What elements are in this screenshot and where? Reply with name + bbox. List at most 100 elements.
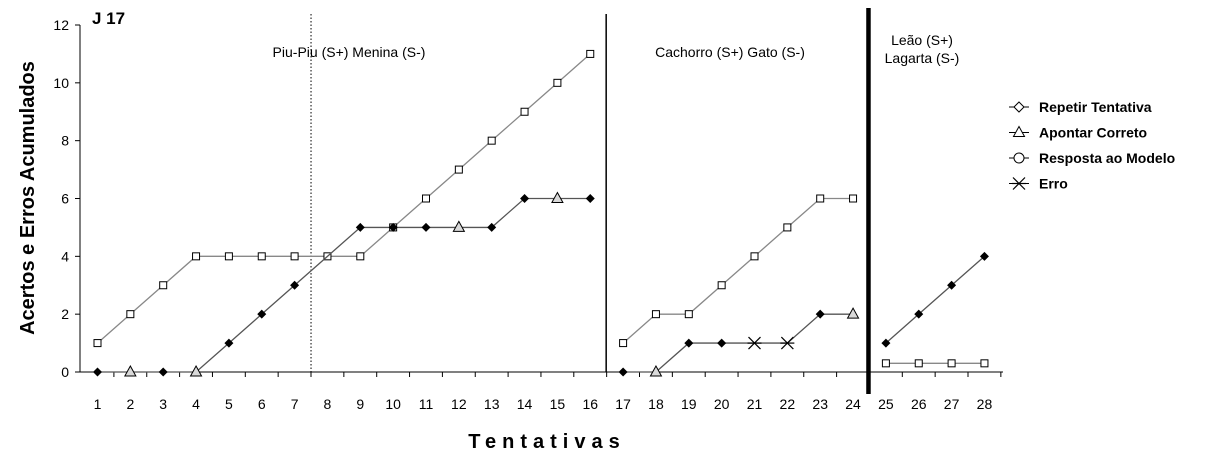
panel-label: J 17 [92,9,125,28]
x-tick-label: 25 [878,396,894,412]
square-marker [586,49,595,58]
x-tick-label: 8 [324,396,332,412]
square-marker [619,339,628,348]
square-marker [224,252,233,261]
series-1 [93,191,989,377]
y-tick-label: 0 [61,364,69,380]
square-marker [520,107,529,116]
y-ticks: 0 2 4 6 8 10 12 [53,17,80,380]
square-marker [356,252,365,261]
square-marker [881,359,890,368]
diamond-marker [93,367,102,377]
diamond-marker [487,222,497,232]
star-marker [780,336,795,350]
diamond-marker [947,280,957,290]
square-marker [947,359,956,368]
diamond-marker [355,222,365,232]
diamond-marker [388,222,398,232]
x-tick-label: 22 [780,396,796,412]
x-tick-label: 23 [812,396,828,412]
square-marker [914,359,923,368]
diamond-marker [717,338,727,348]
legend-item: Repetir Tentativa [1009,99,1152,115]
x-tick-label: 19 [681,396,697,412]
diamond-marker [618,367,628,377]
x-tick-label: 20 [714,396,730,412]
star-marker [1012,177,1026,190]
x-tick-label: 16 [582,396,598,412]
data-series [93,49,989,377]
legend-triangle-icon [1012,125,1026,137]
y-tick-label: 8 [61,133,69,149]
phase-label: Leão (S+) [891,32,953,48]
square-marker [717,281,726,290]
square-marker [454,165,463,174]
triangle-marker [649,364,663,377]
series-line [97,197,591,373]
series-line [622,197,854,344]
square-marker [487,136,496,145]
series-line [885,255,985,344]
square-marker [159,281,168,290]
x-tick-label: 10 [385,396,401,412]
legend-label: Erro [1039,176,1068,192]
triangle-marker [124,364,137,377]
phase-label: Lagarta (S-) [885,50,960,66]
x-axis-label: Tentativas [468,431,625,453]
x-tick-label: 6 [258,396,266,412]
diamond-marker [290,280,300,290]
square-marker [93,339,102,348]
diamond-marker [979,251,989,261]
square-marker [651,310,660,319]
phase-dividers [310,8,871,394]
x-tick-label: 9 [356,396,364,412]
y-tick-label: 12 [53,17,69,33]
phase-labels: Piu-Piu (S+) Menina (S-) Cachorro (S+) Ga… [273,32,960,66]
square-marker [257,252,266,261]
x-tick-label: 12 [451,396,467,412]
legend-item: Erro [1009,176,1068,192]
square-marker [192,252,201,261]
diamond-marker [684,338,694,348]
x-tick-label: 28 [977,396,993,412]
legend-item: Resposta ao Modelo [1009,150,1175,166]
x-tick-label: 26 [911,396,927,412]
x-tick-label: 18 [648,396,664,412]
x-tick-label: 3 [159,396,167,412]
x-tick-label: 2 [126,396,134,412]
legend-item: Apontar Correto [1009,125,1147,141]
series-line [97,53,591,344]
legend-circle-icon [1013,152,1025,164]
x-tick-label: 24 [845,396,861,412]
diamond-marker [520,194,530,203]
legend: Repetir Tentativa Apontar Correto Resposta… [1009,99,1175,192]
y-tick-label: 10 [53,75,69,91]
square-marker [290,252,299,261]
x-tick-label: 13 [484,396,500,412]
x-tick-label: 4 [192,396,200,412]
triangle-marker [189,364,203,377]
series-line [623,313,854,373]
square-marker [849,194,858,203]
x-ticks: 1 2 3 4 5 6 7 8 9 10 11 12 13 14 15 16 17 18 19 20 21 22 23 24 2… [94,372,1002,412]
x-tick-label: 27 [944,396,960,412]
y-tick-label: 2 [61,306,69,322]
x-tick-label: 7 [291,396,299,412]
y-axis-label: Acertos e Erros Acumulados [17,61,39,335]
square-marker [422,194,430,203]
legend-label: Apontar Correto [1039,125,1147,141]
x-tick-label: 1 [94,396,102,412]
square-marker [126,310,135,319]
square-marker [980,359,989,368]
square-marker [816,194,825,203]
x-tick-label: 15 [550,396,566,412]
square-marker [684,310,693,319]
square-marker [750,252,759,261]
square-marker [553,78,562,87]
diamond-marker [421,222,431,232]
x-tick-label: 5 [225,396,233,412]
phase-label: Cachorro (S+) Gato (S-) [655,44,805,60]
legend-label: Repetir Tentativa [1039,99,1152,115]
diamond-marker [257,309,267,319]
x-tick-label: 14 [517,396,533,412]
